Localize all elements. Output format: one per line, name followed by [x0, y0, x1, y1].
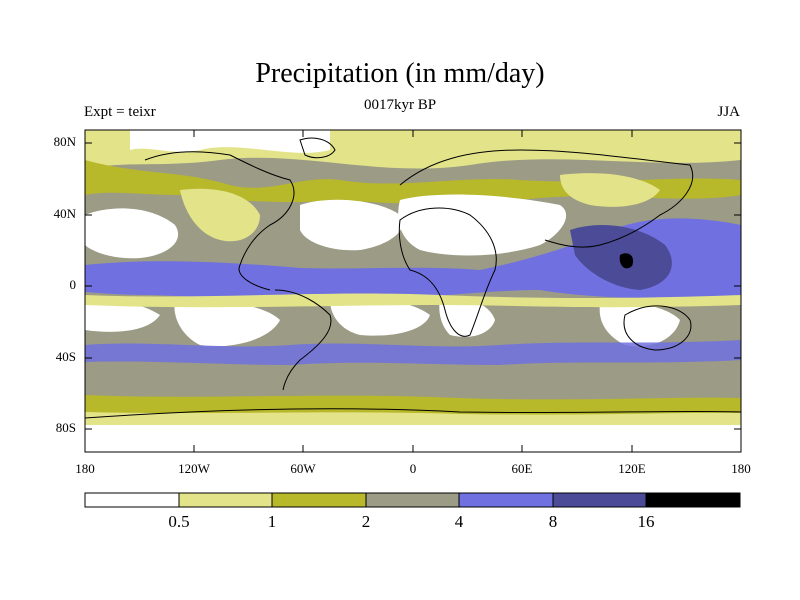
colorbar-frame [84, 492, 741, 508]
dry-southern-africa [439, 298, 495, 337]
itcz-wet-band [85, 218, 741, 300]
africa-coast [398, 207, 497, 337]
southern-storm-track [85, 340, 741, 365]
x-tick-label: 180 [731, 461, 751, 476]
australia-coast [623, 305, 692, 351]
x-tick-label: 0 [409, 461, 417, 476]
x-tick-label: 180 [75, 461, 95, 476]
colorbar-box-1 [85, 493, 179, 507]
asia-yellow [560, 173, 660, 207]
southern-subtropic-yellow [85, 293, 741, 308]
y-tick-label: 80S [55, 420, 76, 435]
antarctic-yellow-band [85, 412, 741, 428]
antarctic-dry [85, 425, 741, 452]
colorbar-label: 16 [637, 512, 655, 531]
season-label: JJA [717, 104, 740, 120]
y-tick-label: 0 [69, 277, 77, 292]
dry-south-atlantic [330, 298, 430, 336]
colorbar-label: 0.5 [168, 512, 190, 531]
greenland-dry [130, 130, 330, 153]
x-tick-label: 120E [618, 461, 646, 476]
axis-ticks [85, 130, 741, 452]
colorbar-box-4 [366, 493, 459, 507]
colorbar-label: 8 [548, 512, 558, 531]
colorbar-box-5 [459, 493, 553, 507]
chart-title: Precipitation (in mm/day) [255, 58, 545, 89]
greenland-coast [299, 137, 336, 159]
eurasia-coast [399, 149, 694, 248]
x-tick-label: 60W [290, 461, 316, 476]
north-america-yellow [180, 188, 260, 242]
y-tick-label: 40N [53, 206, 76, 221]
map-field [85, 130, 741, 452]
chart-subtitle: 0017kyr BP [363, 97, 437, 113]
dry-south-pacific-west [85, 299, 160, 332]
colorbar-label: 1 [267, 512, 277, 531]
dry-north-atlantic [300, 199, 403, 251]
x-tick-label: 60E [511, 461, 533, 476]
colorbar [84, 492, 741, 508]
dry-sahara [398, 194, 567, 256]
colorbar-label: 4 [454, 512, 464, 531]
colorbar-box-2 [179, 493, 272, 507]
dry-north-pacific [85, 208, 179, 259]
x-tick-label: 120W [178, 461, 210, 476]
dry-south-pacific-east [174, 299, 280, 347]
colorbar-box-3 [272, 493, 366, 507]
colorbar-label: 2 [361, 512, 371, 531]
south-america-coast [274, 289, 332, 391]
coastlines [85, 137, 741, 419]
y-tick-label: 80N [53, 134, 76, 149]
colorbar-box-7 [646, 493, 740, 507]
dry-australia [599, 303, 680, 347]
colorbar-box-6 [553, 493, 646, 507]
heaviest-precip-spot [619, 253, 634, 269]
antarctica-coast [85, 408, 741, 419]
y-tick-label: 40S [55, 349, 76, 364]
experiment-label: Expt = teixr [84, 104, 156, 120]
north-america-coast [144, 151, 295, 291]
